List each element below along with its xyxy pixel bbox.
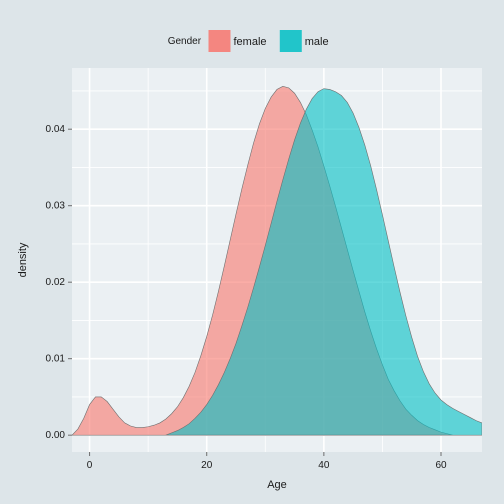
legend-label: male bbox=[305, 36, 329, 48]
x-axis-title: Age bbox=[267, 479, 287, 491]
density-chart-svg: 0 20 40 60 0.00 0.01 0.02 0.03 0.04 Age density Gen… bbox=[0, 0, 504, 504]
chart-container: 0 20 40 60 0.00 0.01 0.02 0.03 0.04 Age density Gen… bbox=[0, 0, 504, 504]
y-tick-label: 0.03 bbox=[46, 201, 66, 212]
x-tick-label: 40 bbox=[318, 460, 330, 471]
legend-key bbox=[280, 30, 302, 52]
x-tick-label: 60 bbox=[435, 460, 447, 471]
y-tick-label: 0.01 bbox=[46, 354, 66, 365]
y-tick-label: 0.00 bbox=[46, 430, 66, 441]
x-tick-label: 20 bbox=[201, 460, 213, 471]
legend-label: female bbox=[234, 36, 267, 48]
legend-key bbox=[209, 30, 231, 52]
y-tick-label: 0.02 bbox=[46, 277, 66, 288]
legend-title: Gender bbox=[168, 36, 202, 47]
y-tick-label: 0.04 bbox=[46, 124, 66, 135]
y-axis-title: density bbox=[17, 242, 29, 277]
x-tick-label: 0 bbox=[87, 460, 93, 471]
